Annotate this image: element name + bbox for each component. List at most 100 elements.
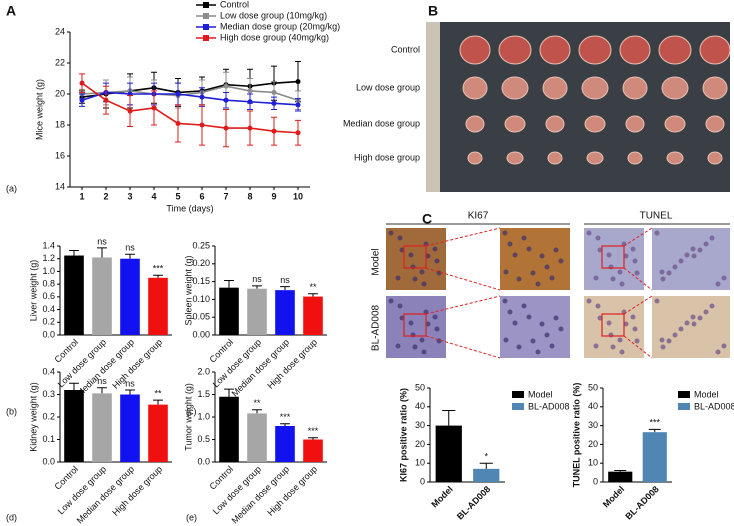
- cell: [623, 321, 629, 327]
- chart-label: (c): [186, 406, 197, 416]
- y-tick-label: 18: [55, 119, 65, 129]
- point: [103, 97, 109, 103]
- legend-swatch: [512, 403, 524, 410]
- micrograph: [500, 296, 570, 358]
- point: [247, 125, 253, 131]
- cell: [634, 338, 640, 344]
- zoom-box: [601, 245, 625, 269]
- x-tick-label: Control: [208, 337, 236, 365]
- bar: [473, 468, 500, 482]
- cell: [606, 252, 612, 258]
- cell: [691, 253, 697, 259]
- tumor: [661, 76, 689, 100]
- legend-label: Median dose group (20mg/kg): [220, 21, 340, 31]
- error-bar: [479, 462, 493, 469]
- y-tick-label: 0: [420, 476, 425, 486]
- significance: ***: [308, 426, 319, 436]
- y-tick-label: 0.05: [192, 312, 210, 322]
- point: [223, 97, 229, 103]
- cell: [630, 246, 636, 252]
- significance: ns: [97, 236, 107, 246]
- cell: [425, 253, 431, 259]
- cell: [395, 343, 401, 349]
- point: [127, 108, 133, 114]
- tumor: [586, 151, 604, 165]
- x-tick-label: BL-AD008: [455, 484, 492, 521]
- error-bar: [252, 409, 262, 414]
- cell: [539, 253, 545, 259]
- x-tick-label: Control: [53, 337, 81, 365]
- cell: [659, 269, 665, 275]
- tumor: [501, 76, 529, 100]
- series-line: [81, 82, 299, 134]
- x-tick-label: Low dose group: [211, 464, 263, 516]
- cell: [617, 269, 623, 275]
- y-tick-label: 0.0: [197, 456, 210, 466]
- cell: [715, 349, 721, 355]
- cell: [697, 315, 703, 321]
- y-tick-label: 0.25: [192, 240, 210, 250]
- cell: [507, 241, 513, 247]
- x-tick-label: High dose group: [265, 337, 319, 391]
- bar: [64, 390, 84, 462]
- x-tick-label: High dose group: [110, 464, 164, 518]
- x-tick-label: 7: [223, 191, 228, 201]
- tumor: [459, 35, 491, 65]
- cell: [399, 315, 405, 321]
- y-tick-label: 0: [593, 476, 598, 486]
- cell: [544, 264, 550, 270]
- y-tick-label: 0.5: [197, 434, 210, 444]
- point: [175, 91, 181, 97]
- cell: [408, 252, 414, 258]
- point: [223, 83, 229, 89]
- cell: [690, 314, 696, 320]
- cell: [672, 332, 678, 338]
- point: [247, 88, 253, 94]
- legend-label: BL-AD008: [528, 401, 570, 411]
- error-bar: [224, 388, 234, 397]
- y-tick-label: 40: [588, 401, 598, 411]
- cell: [610, 276, 616, 282]
- tumor: [584, 115, 606, 133]
- y-tick-label: 0.4: [42, 304, 55, 314]
- series-line: [81, 85, 299, 101]
- legend-label: High dose group (40mg/kg): [220, 32, 329, 42]
- cell: [535, 281, 541, 287]
- y-tick-label: 1.0: [197, 411, 210, 421]
- cell: [617, 337, 623, 343]
- cell: [654, 298, 660, 304]
- y-tick-label: 0.6: [42, 291, 55, 301]
- cell: [666, 270, 672, 276]
- y-tick-label: 30: [588, 420, 598, 430]
- chart-label: (a): [6, 183, 17, 193]
- cell: [553, 315, 559, 321]
- chart-label: (d): [6, 512, 17, 522]
- y-tick-label: 22: [55, 57, 65, 67]
- y-tick-label: 2.0: [197, 366, 210, 376]
- y-tick-label: 0.3: [42, 389, 55, 399]
- cell: [516, 276, 522, 282]
- cell: [526, 314, 532, 320]
- cell: [526, 246, 532, 252]
- x-tick-label: Low dose group: [211, 337, 263, 389]
- error-bar: [308, 293, 318, 297]
- bar: [247, 413, 267, 462]
- chart-label: (b): [6, 406, 17, 416]
- y-tick-label: 50: [415, 382, 425, 392]
- tumor: [547, 151, 563, 165]
- row-label: BL-AD008: [371, 304, 382, 351]
- cell: [634, 270, 640, 276]
- zoom-box: [601, 313, 625, 337]
- x-tick-label: 5: [175, 191, 180, 201]
- chart-label: (e): [186, 512, 197, 522]
- y-tick-label: 16: [55, 150, 65, 160]
- cell: [432, 246, 438, 252]
- point: [295, 102, 301, 108]
- cell: [632, 326, 638, 332]
- x-tick-label: Model: [429, 484, 454, 509]
- cell: [606, 320, 612, 326]
- point: [295, 130, 301, 136]
- row-label: Control: [391, 44, 420, 54]
- row-label: High dose group: [354, 152, 420, 162]
- cell: [660, 276, 666, 282]
